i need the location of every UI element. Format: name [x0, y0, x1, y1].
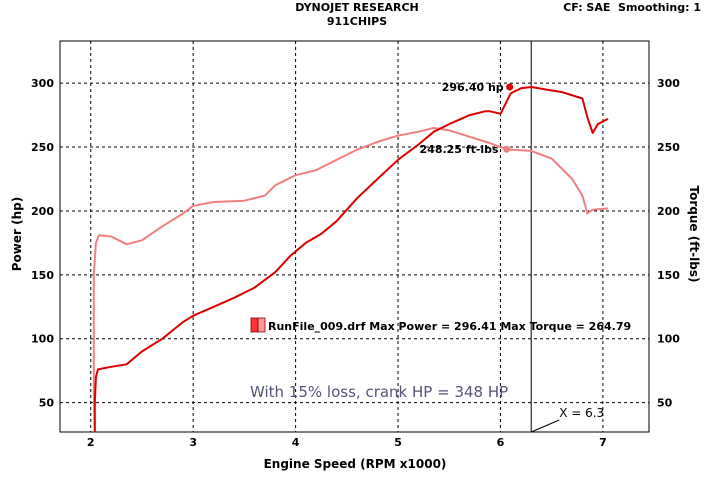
- y-axis-left-label: Power (hp): [10, 197, 24, 271]
- y-right-tick-label: 50: [657, 397, 673, 410]
- power-series-line: [93, 86, 609, 432]
- tick-labels: 2 3 4 5 6 7 50 100 150 200 250 300 50 100 150 200 250 300: [31, 77, 680, 449]
- y-right-tick-label: 150: [657, 269, 680, 282]
- y-left-tick-label: 150: [31, 269, 54, 282]
- y-left-tick-label: 250: [31, 141, 54, 154]
- y-right-tick-label: 100: [657, 333, 680, 346]
- settings-label: CF: SAE Smoothing: 1: [563, 1, 701, 14]
- y-right-tick-label: 250: [657, 141, 680, 154]
- legend-swatch-torque: [257, 317, 266, 333]
- y-left-tick-label: 100: [31, 333, 54, 346]
- legend: RunFile_009.drf Max Power = 296.41 Max T…: [250, 317, 631, 333]
- y-left-tick-label: 50: [39, 397, 55, 410]
- chart-title: DYNOJET RESEARCH: [295, 1, 418, 14]
- x-tick-label: 4: [292, 436, 300, 449]
- max-power-label: 296.40 hp: [442, 81, 504, 94]
- legend-text: RunFile_009.drf Max Power = 296.41 Max T…: [268, 320, 631, 333]
- max-power-marker: [506, 83, 514, 91]
- legend-swatch-power: [250, 317, 259, 333]
- grid-lines: [60, 41, 649, 432]
- cursor-pointer: [531, 419, 560, 433]
- cursor-label: X = 6.3: [559, 406, 604, 420]
- crank-hp-note: With 15% loss, crank HP = 348 HP: [250, 383, 508, 401]
- y-axis-right-label: Torque (ft-lbs): [687, 186, 701, 283]
- x-tick-label: 6: [497, 436, 505, 449]
- max-torque-label: 248.25 ft-lbs: [420, 143, 500, 156]
- x-tick-label: 2: [87, 436, 95, 449]
- x-axis-label: Engine Speed (RPM x1000): [264, 457, 447, 471]
- x-tick-label: 5: [394, 436, 402, 449]
- max-torque-marker: [503, 145, 511, 153]
- y-right-tick-label: 300: [657, 77, 680, 90]
- x-tick-label: 3: [189, 436, 197, 449]
- plot-frame: [59, 40, 650, 433]
- y-right-tick-label: 200: [657, 205, 680, 218]
- x-tick-label: 7: [599, 436, 607, 449]
- chart-subtitle: 911CHIPS: [327, 15, 387, 28]
- torque-series-line: [92, 126, 609, 433]
- y-left-tick-label: 200: [31, 205, 54, 218]
- y-left-tick-label: 300: [31, 77, 54, 90]
